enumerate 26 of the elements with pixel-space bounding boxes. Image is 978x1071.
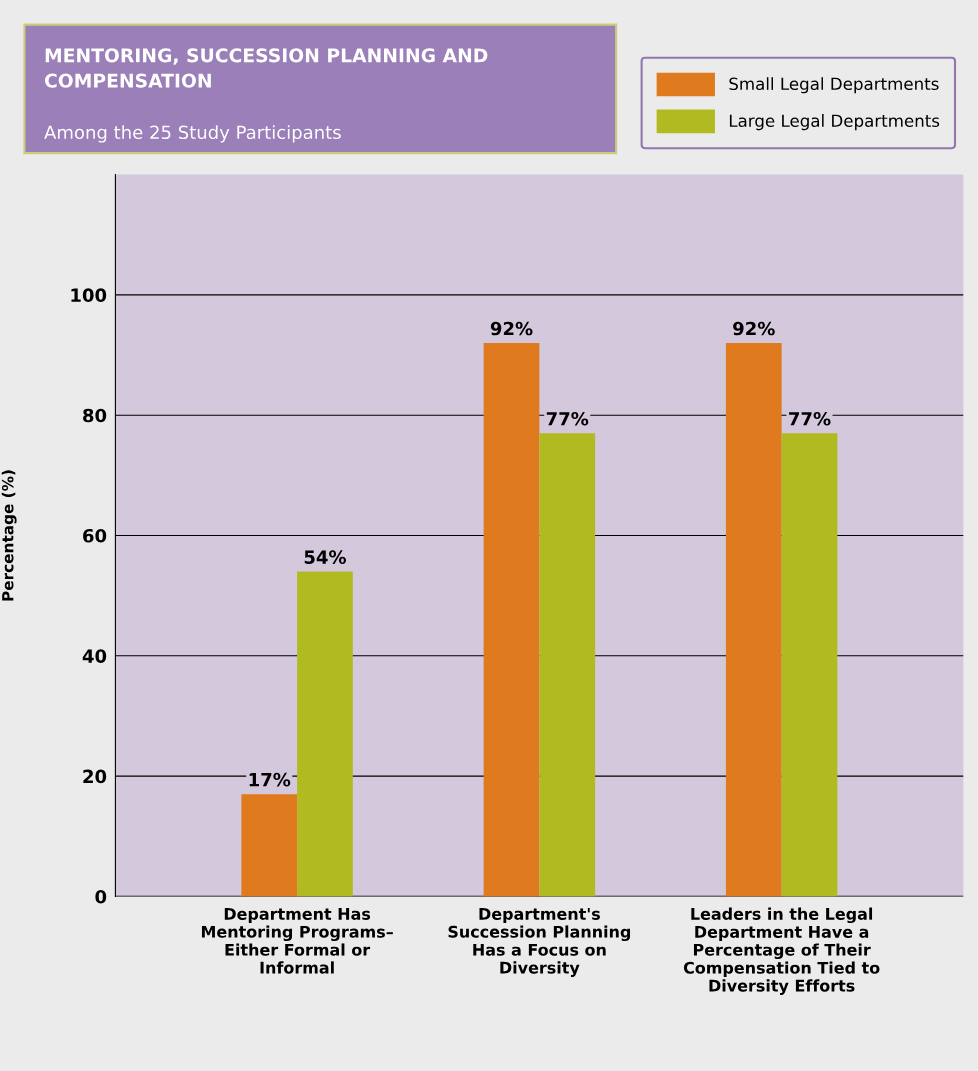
data-label: 54% xyxy=(304,550,346,564)
chart-title: MENTORING, SUCCESSION PLANNING AND COMPENSATION xyxy=(44,48,488,88)
y-tick-label: 80 xyxy=(83,408,107,423)
data-label: 77% xyxy=(789,411,831,426)
bar xyxy=(539,433,596,897)
y-tick-label: 20 xyxy=(83,769,107,784)
bar xyxy=(781,433,838,897)
data-label: 77% xyxy=(546,411,589,426)
bar xyxy=(483,343,540,897)
y-tick-label: 100 xyxy=(71,288,107,302)
data-label: 92% xyxy=(733,321,775,336)
bar xyxy=(297,571,353,897)
data-label: 92% xyxy=(490,321,533,336)
x-tick-label: Department's Succession Planning Has a Focus on Diversity xyxy=(448,908,631,977)
legend-label: Small Legal Departments xyxy=(729,77,939,94)
y-axis-title: Percentage (%) xyxy=(1,470,17,601)
x-tick-label: Leaders in the Legal Department Have a Percentage of Their Compensation Tied to Diversity Efforts xyxy=(683,907,880,995)
y-tick-label: 0 xyxy=(95,889,107,904)
bar xyxy=(241,794,298,897)
y-tick-label: 60 xyxy=(83,528,107,543)
legend-label: Large Legal Departments xyxy=(729,114,940,131)
x-tick-label: Department Has Mentoring Programs– Either Formal or Informal xyxy=(201,908,393,974)
bar xyxy=(725,343,782,897)
y-tick-label: 40 xyxy=(82,649,107,663)
data-label: 17% xyxy=(249,772,291,787)
chart-subtitle: Among the 25 Study Participants xyxy=(44,125,341,143)
